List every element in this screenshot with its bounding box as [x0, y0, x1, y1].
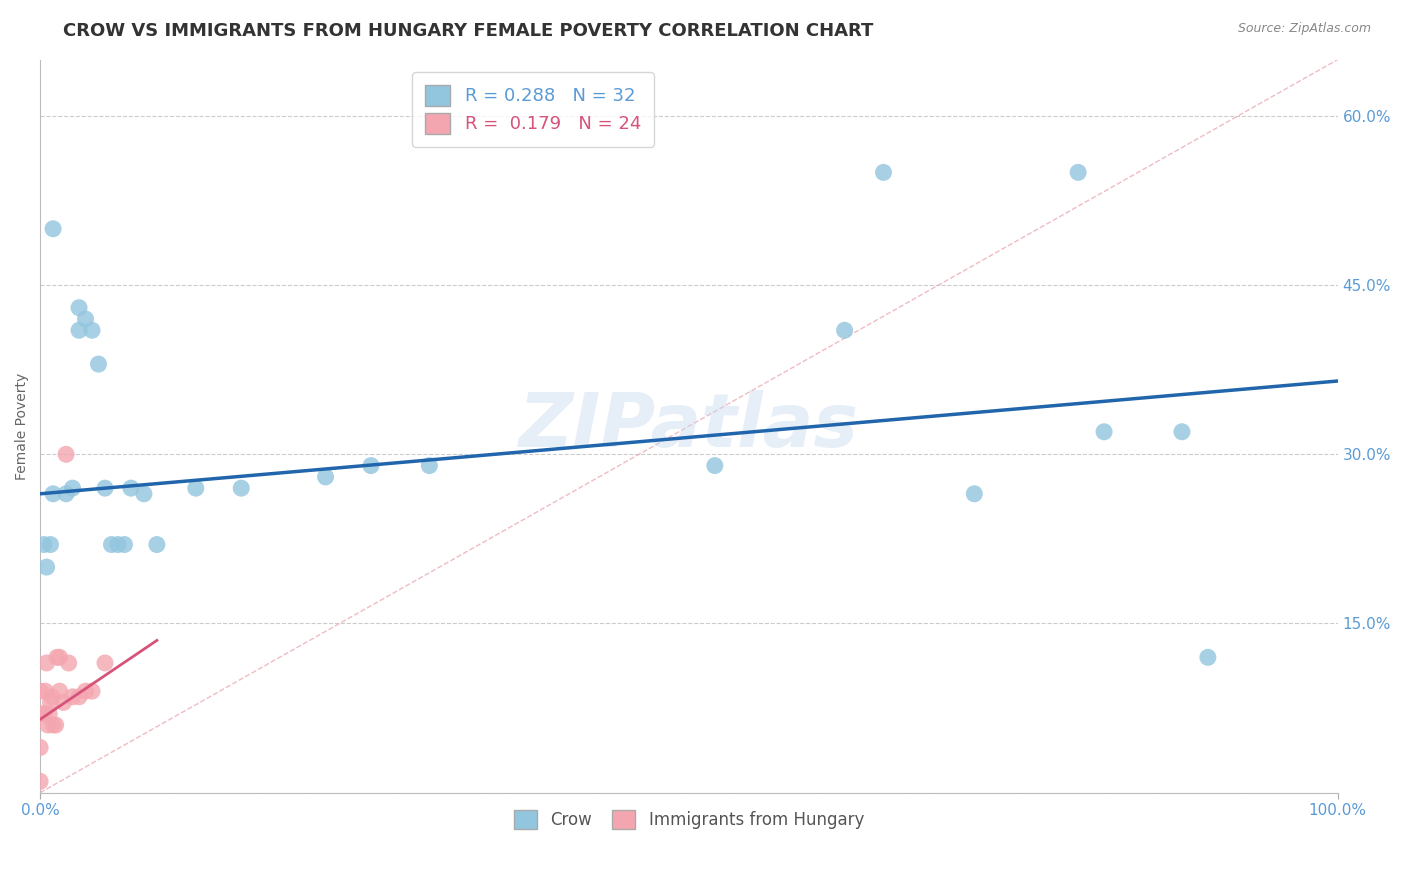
Point — [41, 690, 63, 704]
Point — [114, 537, 136, 551]
Point — [75, 312, 97, 326]
Point — [94, 481, 117, 495]
Point — [418, 458, 440, 473]
Point — [146, 537, 169, 551]
Point — [35, 656, 58, 670]
Point — [58, 656, 80, 670]
Point — [94, 656, 117, 670]
Point — [48, 650, 70, 665]
Point — [30, 684, 52, 698]
Point — [1197, 650, 1219, 665]
Point — [315, 470, 337, 484]
Point — [231, 481, 253, 495]
Point — [55, 487, 77, 501]
Point — [120, 481, 142, 495]
Text: CROW VS IMMIGRANTS FROM HUNGARY FEMALE POVERTY CORRELATION CHART: CROW VS IMMIGRANTS FROM HUNGARY FEMALE P… — [63, 22, 873, 40]
Point — [80, 684, 103, 698]
Point — [1067, 165, 1090, 179]
Point — [67, 323, 90, 337]
Point — [30, 706, 52, 721]
Point — [87, 357, 110, 371]
Point — [1092, 425, 1115, 439]
Legend: Crow, Immigrants from Hungary: Crow, Immigrants from Hungary — [508, 803, 870, 836]
Point — [32, 537, 55, 551]
Point — [46, 650, 69, 665]
Text: Source: ZipAtlas.com: Source: ZipAtlas.com — [1237, 22, 1371, 36]
Point — [62, 690, 84, 704]
Point — [39, 537, 62, 551]
Point — [52, 695, 75, 709]
Point — [703, 458, 725, 473]
Point — [45, 718, 67, 732]
Point — [963, 487, 986, 501]
Point — [30, 774, 52, 789]
Point — [42, 718, 65, 732]
Point — [42, 221, 65, 235]
Point — [48, 684, 70, 698]
Point — [39, 695, 62, 709]
Y-axis label: Female Poverty: Female Poverty — [15, 373, 30, 480]
Point — [132, 487, 155, 501]
Point — [55, 447, 77, 461]
Point — [42, 487, 65, 501]
Point — [100, 537, 122, 551]
Point — [34, 684, 56, 698]
Point — [37, 718, 59, 732]
Point — [67, 690, 90, 704]
Point — [75, 684, 97, 698]
Point — [80, 323, 103, 337]
Point — [360, 458, 382, 473]
Point — [834, 323, 856, 337]
Point — [184, 481, 207, 495]
Point — [107, 537, 129, 551]
Point — [1171, 425, 1194, 439]
Text: ZIPatlas: ZIPatlas — [519, 390, 859, 463]
Point — [32, 706, 55, 721]
Point — [35, 560, 58, 574]
Point — [67, 301, 90, 315]
Point — [62, 481, 84, 495]
Point — [30, 740, 52, 755]
Point — [872, 165, 894, 179]
Point — [38, 706, 60, 721]
